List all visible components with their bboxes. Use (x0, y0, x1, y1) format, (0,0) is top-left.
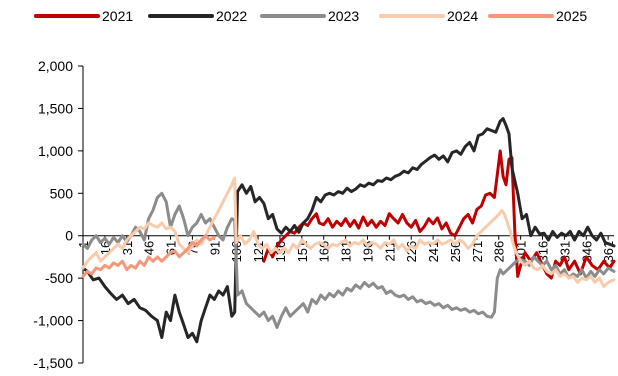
x-tick-label: 166 (317, 241, 332, 263)
x-tick-label: 286 (492, 241, 507, 263)
legend-label-2025: 2025 (556, 8, 587, 24)
y-tick-label: -1,000 (33, 313, 73, 329)
x-tick-label: 271 (470, 241, 485, 263)
series-line-2025 (81, 234, 216, 278)
x-tick-label: 256 (448, 241, 463, 263)
x-tick-label: 121 (251, 241, 266, 263)
x-tick-label: 241 (426, 241, 441, 263)
y-tick-label: 1,000 (38, 143, 73, 159)
x-tick-label: 196 (360, 241, 375, 263)
legend-label-2023: 2023 (328, 8, 359, 24)
series-line-2022 (81, 117, 616, 344)
series-line-2024 (81, 176, 616, 289)
series-lines (81, 117, 616, 344)
y-tick-label: 2,000 (38, 58, 73, 74)
legend: 2021 2022 2023 2024 2025 (34, 8, 587, 24)
legend-label-2021: 2021 (102, 8, 133, 24)
x-tick-label: 211 (382, 241, 397, 262)
x-tick-label: 91 (207, 241, 222, 255)
series-line-2023 (81, 191, 616, 329)
y-tick-label: -500 (45, 270, 73, 286)
x-tick-label: 331 (557, 241, 572, 263)
y-tick-label: 0 (65, 228, 73, 244)
y-axis: 2,000 1,500 1,000 500 0 -500 -1,000 -1,500 (33, 58, 84, 371)
y-tick-label: -1,500 (33, 355, 73, 371)
legend-label-2022: 2022 (216, 8, 247, 24)
x-tick-label: 346 (579, 241, 594, 263)
y-tick-label: 1,500 (38, 100, 73, 116)
y-tick-label: 500 (50, 185, 74, 201)
x-tick-label: 46 (142, 241, 157, 255)
legend-label-2024: 2024 (447, 8, 478, 24)
